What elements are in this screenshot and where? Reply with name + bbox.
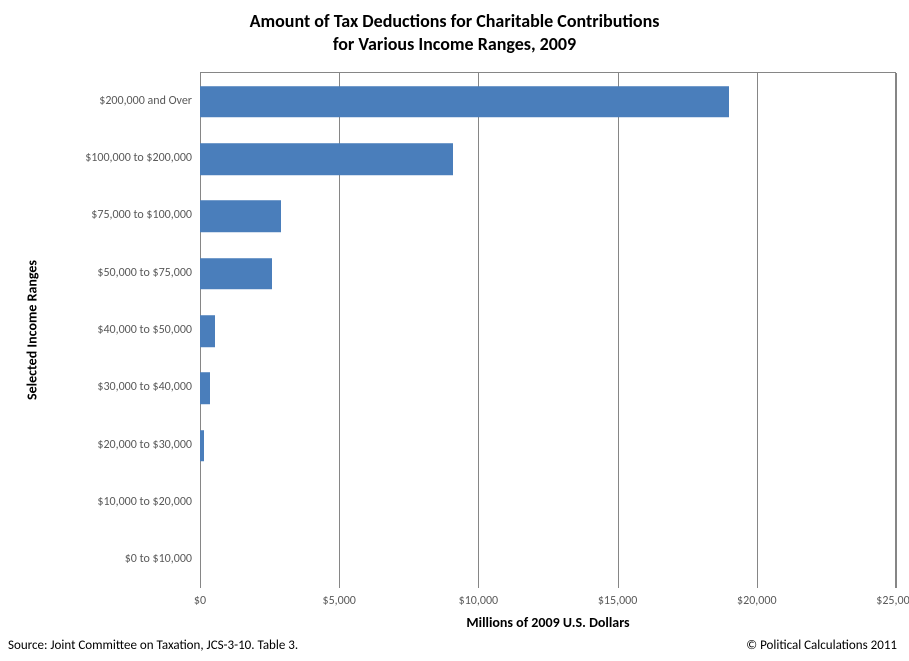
x-tick-label: $0	[194, 594, 206, 608]
bar	[200, 86, 729, 118]
y-tick-label: $10,000 to $20,000	[97, 495, 192, 509]
y-tick-label: $40,000 to $50,000	[97, 323, 192, 337]
x-gridline	[618, 73, 619, 588]
x-gridline	[478, 73, 479, 588]
x-tick-label: $20,000	[737, 594, 777, 608]
footer-copyright: © Political Calculations 2011	[746, 638, 897, 653]
y-axis-title: Selected Income Ranges	[24, 260, 41, 400]
y-tick-label: $0 to $10,000	[125, 552, 192, 566]
x-tick-label: $25,000	[876, 594, 909, 608]
bar	[200, 258, 272, 290]
footer-source: Source: Joint Committee on Taxation, JCS…	[8, 638, 298, 653]
bar	[200, 143, 453, 175]
y-tick-label: $75,000 to $100,000	[91, 208, 192, 222]
bar	[200, 430, 204, 462]
x-tick-label: $5,000	[322, 594, 355, 608]
x-tick-label: $15,000	[598, 594, 638, 608]
chart-title: Amount of Tax Deductions for Charitable …	[0, 0, 909, 55]
bar	[200, 373, 210, 405]
x-axis-title: Millions of 2009 U.S. Dollars	[466, 614, 629, 631]
bar	[200, 201, 281, 233]
chart-title-line1: Amount of Tax Deductions for Charitable …	[0, 10, 909, 33]
y-tick-label: $100,000 to $200,000	[85, 151, 192, 165]
y-tick-label: $200,000 and Over	[99, 94, 192, 108]
y-tick-label: $50,000 to $75,000	[97, 266, 192, 280]
bar	[200, 315, 215, 347]
x-tick-label: $10,000	[459, 594, 499, 608]
y-tick-label: $20,000 to $30,000	[97, 438, 192, 452]
x-gridline	[896, 73, 897, 588]
y-tick-label: $30,000 to $40,000	[97, 380, 192, 394]
x-gridline	[757, 73, 758, 588]
plot-area	[200, 72, 896, 588]
chart-title-line2: for Various Income Ranges, 2009	[0, 33, 909, 56]
